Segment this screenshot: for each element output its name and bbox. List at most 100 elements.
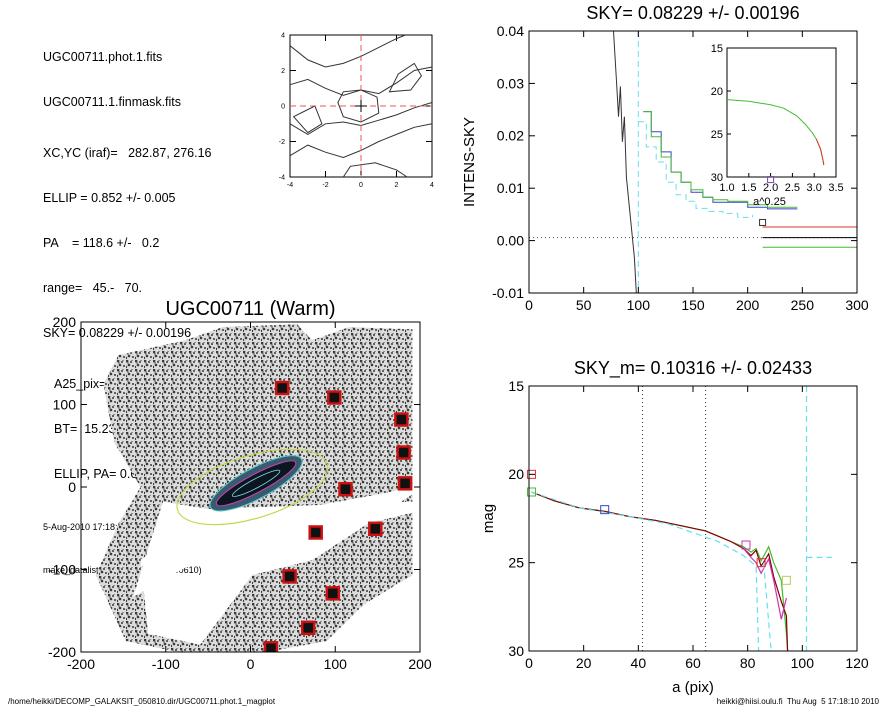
inset-xlabel: a^0.25: [753, 196, 786, 208]
y-tick-label: 0.03: [497, 75, 524, 91]
masked-star-box: [274, 380, 290, 396]
x-tick-label: 80: [740, 655, 756, 671]
footer-path: /home/heikki/DECOMP_GALAKSIT_050810.dir/…: [8, 697, 276, 706]
masked-star-box: [397, 476, 413, 491]
y-tick-label: 0.04: [497, 23, 524, 39]
mag-marker: [741, 540, 751, 550]
mag-title: SKY_m= 0.10316 +/- 0.02433: [574, 358, 812, 379]
x-tick-label: 20: [576, 655, 592, 671]
fits-filename: UGC00711.phot.1.fits: [43, 50, 163, 64]
intensity-series: [613, 31, 637, 293]
y-tick-label: -100: [48, 561, 76, 577]
inset-frame: [726, 47, 837, 178]
y-tick-label: -0.01: [492, 285, 524, 301]
masked-star-box: [394, 412, 409, 427]
y-tick-label: 0.00: [497, 233, 524, 249]
range: range= 45.- 70.: [43, 281, 143, 295]
y-tick-label: 200: [53, 314, 77, 330]
inset-curve-tail: [815, 139, 825, 166]
x-tick-label: 2: [395, 182, 399, 189]
mag-series: [531, 491, 789, 651]
x-tick-label: 300: [845, 297, 869, 313]
x-tick-label: 100: [324, 656, 348, 672]
masked-star-box: [368, 521, 383, 537]
x-tick-label: 150: [681, 297, 705, 313]
masked-star-box: [308, 525, 323, 540]
mag-marker: [527, 487, 537, 497]
mag-marker: [527, 469, 537, 479]
contour-loop: [388, 62, 422, 93]
inset-x-tick-label: 1.0: [719, 182, 734, 194]
masked-star-box: [338, 481, 353, 497]
mag-marker: [781, 575, 791, 585]
masked-star-box: [282, 569, 297, 584]
x-tick-label: 100: [627, 297, 651, 313]
inset-y-tick-label: 15: [711, 43, 723, 55]
mag-series-group: [531, 386, 832, 651]
galaxy-image: [95, 324, 413, 652]
intensity-title: SKY= 0.08229 +/- 0.00196: [586, 3, 799, 23]
galaxy-inner-isophote: [231, 469, 281, 497]
x-tick-label: 250: [791, 297, 815, 313]
inset-x-tick-label: 2.5: [785, 182, 800, 194]
y-tick-label: 100: [53, 396, 77, 412]
intensity-ticks: 0 50 100 150 200 250 300 0.04 0.03 0.02 0.01 0.00 -0…: [492, 23, 869, 313]
date-stamp: 5-Aug-2010 17:18:10.00: [43, 522, 141, 532]
x-tick-label: 60: [685, 655, 701, 671]
y-tick-label: 0: [281, 103, 285, 110]
y-tick-label: 2: [281, 68, 285, 75]
x-tick-label: 200: [408, 656, 432, 672]
x-tick-label: 0: [525, 655, 533, 671]
footer-user-time: heikki@hiisi.oulu.fi Thu Aug 5 17:18:10 …: [716, 697, 879, 706]
y-tick-label: 25: [508, 555, 524, 571]
image-ticks: -200 -100 0 100 200 200 100 0 -100 -200: [48, 314, 432, 672]
y-tick-label: 15: [508, 378, 524, 394]
contour-line: [289, 66, 433, 96]
y-tick-label: -2: [279, 139, 285, 146]
y-tick-label: 0.01: [497, 180, 524, 196]
inset-y-tick-label: 25: [711, 129, 723, 141]
inset-marker: [767, 176, 775, 184]
x-tick-label: -100: [152, 656, 180, 672]
contour-ticks: -4 -2 0 2 4 4 2 0 -2 -4: [279, 32, 434, 189]
mag-xlabel: a (pix): [672, 679, 714, 696]
y-tick-label: -4: [279, 174, 285, 181]
outer-ellipse: [176, 448, 329, 526]
x-tick-label: 0: [247, 656, 255, 672]
mag-ylabel: mag: [480, 504, 497, 533]
y-tick-label: -200: [48, 644, 76, 660]
contour-line: [342, 162, 408, 178]
x-tick-label: 120: [845, 655, 869, 671]
contour-line: [289, 34, 406, 68]
mag-marker: [756, 558, 766, 568]
x-tick-label: 4: [430, 182, 434, 189]
masked-region: [133, 501, 413, 597]
sky-value: SKY= 0.08229 +/- 0.00196: [43, 326, 192, 340]
image-title: UGC00711 (Warm): [165, 298, 335, 320]
x-tick-label: -2: [322, 182, 328, 189]
masked-star-box: [300, 620, 316, 636]
x-tick-label: 50: [576, 297, 592, 313]
x-tick-label: 100: [791, 655, 815, 671]
mag-series: [763, 562, 772, 651]
mag-series: [531, 491, 760, 651]
y-tick-label: 20: [508, 466, 524, 482]
contour-loop: [292, 105, 323, 134]
x-tick-label: 200: [736, 297, 760, 313]
y-tick-label: 4: [281, 32, 285, 39]
intensity-series-group: [529, 31, 857, 293]
mag-ticks: 0 20 40 60 80 100 120 15 20 25 30: [508, 378, 868, 671]
galaxy-core: [215, 460, 297, 507]
masked-star-box: [396, 445, 411, 460]
mag-frame: [528, 385, 858, 652]
intensity-ylabel: INTENS-SKY: [461, 117, 478, 207]
x-tick-label: 0: [525, 297, 533, 313]
x-tick-label: -200: [67, 656, 95, 672]
intensity-series: [643, 111, 798, 208]
x-tick-label: 0: [359, 182, 363, 189]
mag-marker: [600, 505, 610, 515]
sky-marker: [759, 218, 767, 226]
x-tick-label: -4: [287, 182, 293, 189]
masked-star-box: [325, 586, 341, 601]
y-tick-label: 30: [508, 643, 524, 659]
